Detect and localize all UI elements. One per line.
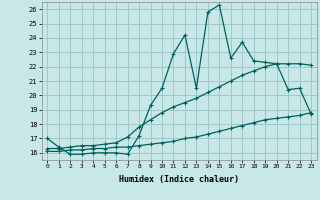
X-axis label: Humidex (Indice chaleur): Humidex (Indice chaleur) [119, 175, 239, 184]
